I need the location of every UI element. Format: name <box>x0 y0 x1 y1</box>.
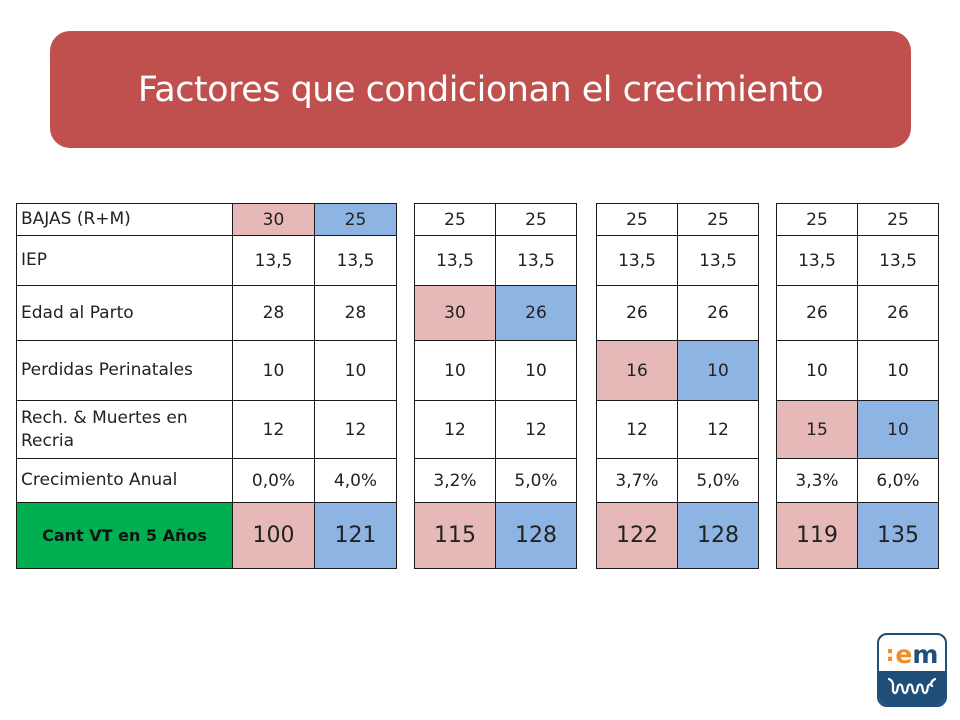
row-label-rech-muertes: Rech. & Muertes en Recria <box>16 400 233 459</box>
cow-udder-logo-icon <box>879 671 945 705</box>
table-cell: 15 <box>776 400 858 459</box>
table-cell: 10 <box>495 340 577 401</box>
table-cell-total: 128 <box>677 502 759 569</box>
table-cell: 10 <box>232 340 315 401</box>
table-cell: 6,0% <box>857 458 939 503</box>
table-cell: 3,7% <box>596 458 678 503</box>
table-cell: 10 <box>857 400 939 459</box>
table-cell: 12 <box>495 400 577 459</box>
scenario-table-3: 25 25 13,5 13,5 26 26 16 10 12 12 3,7% 5… <box>596 203 759 569</box>
table-cell-total: 100 <box>232 502 315 569</box>
table-cell: 25 <box>776 203 858 236</box>
row-label-iep: IEP <box>16 235 233 286</box>
table-cell: 13,5 <box>414 235 496 286</box>
table-cell: 12 <box>677 400 759 459</box>
title-banner: Factores que condicionan el crecimiento <box>50 31 911 148</box>
row-label-crecimiento: Crecimiento Anual <box>16 458 233 503</box>
table-cell: 28 <box>232 285 315 341</box>
row-label-cant-vt: Cant VT en 5 Años <box>16 502 233 569</box>
table-cell: 10 <box>677 340 759 401</box>
table-cell: 10 <box>776 340 858 401</box>
table-cell-total: 122 <box>596 502 678 569</box>
table-cell-total: 135 <box>857 502 939 569</box>
scenario-table-4: 25 25 13,5 13,5 26 26 10 10 15 10 3,3% 6… <box>776 203 939 569</box>
table-cell: 30 <box>414 285 496 341</box>
table-cell: 16 <box>596 340 678 401</box>
table-cell: 13,5 <box>677 235 759 286</box>
table-cell: 13,5 <box>495 235 577 286</box>
page-title: Factores que condicionan el crecimiento <box>137 69 824 110</box>
table-cell: 28 <box>314 285 397 341</box>
table-cell: 26 <box>596 285 678 341</box>
table-cell: 0,0% <box>232 458 315 503</box>
table-cell: 12 <box>232 400 315 459</box>
table-cell: 13,5 <box>232 235 315 286</box>
table-cell: 5,0% <box>677 458 759 503</box>
table-cell: 12 <box>596 400 678 459</box>
table-cell-total: 121 <box>314 502 397 569</box>
table-cell: 25 <box>857 203 939 236</box>
table-cell: 25 <box>495 203 577 236</box>
table-cell: 25 <box>596 203 678 236</box>
table-cell: 12 <box>414 400 496 459</box>
table-cell: 25 <box>314 203 397 236</box>
row-label-edad-parto: Edad al Parto <box>16 285 233 341</box>
table-cell: 12 <box>314 400 397 459</box>
table-cell: 10 <box>314 340 397 401</box>
table-cell: 13,5 <box>776 235 858 286</box>
table-cell: 13,5 <box>596 235 678 286</box>
table-cell: 26 <box>857 285 939 341</box>
table-cell: 13,5 <box>314 235 397 286</box>
table-cell: 5,0% <box>495 458 577 503</box>
table-cell-total: 115 <box>414 502 496 569</box>
table-cell: 30 <box>232 203 315 236</box>
table-cell: 26 <box>677 285 759 341</box>
table-cell-total: 119 <box>776 502 858 569</box>
table-cell: 4,0% <box>314 458 397 503</box>
table-cell: 13,5 <box>857 235 939 286</box>
table-cell: 25 <box>414 203 496 236</box>
table-cell: 26 <box>495 285 577 341</box>
table-cell: 3,3% <box>776 458 858 503</box>
table-cell: 3,2% <box>414 458 496 503</box>
table-cell: 10 <box>857 340 939 401</box>
row-label-bajas: BAJAS (R+M) <box>16 203 233 236</box>
table-cell: 25 <box>677 203 759 236</box>
scenario-table-2: 25 25 13,5 13,5 30 26 10 10 12 12 3,2% 5… <box>414 203 577 569</box>
row-label-perdidas: Perdidas Perinatales <box>16 340 233 401</box>
table-cell: 26 <box>776 285 858 341</box>
scenario-table-1: BAJAS (R+M) 30 25 IEP 13,5 13,5 Edad al … <box>16 203 397 569</box>
table-cell: 10 <box>414 340 496 401</box>
table-cell-total: 128 <box>495 502 577 569</box>
